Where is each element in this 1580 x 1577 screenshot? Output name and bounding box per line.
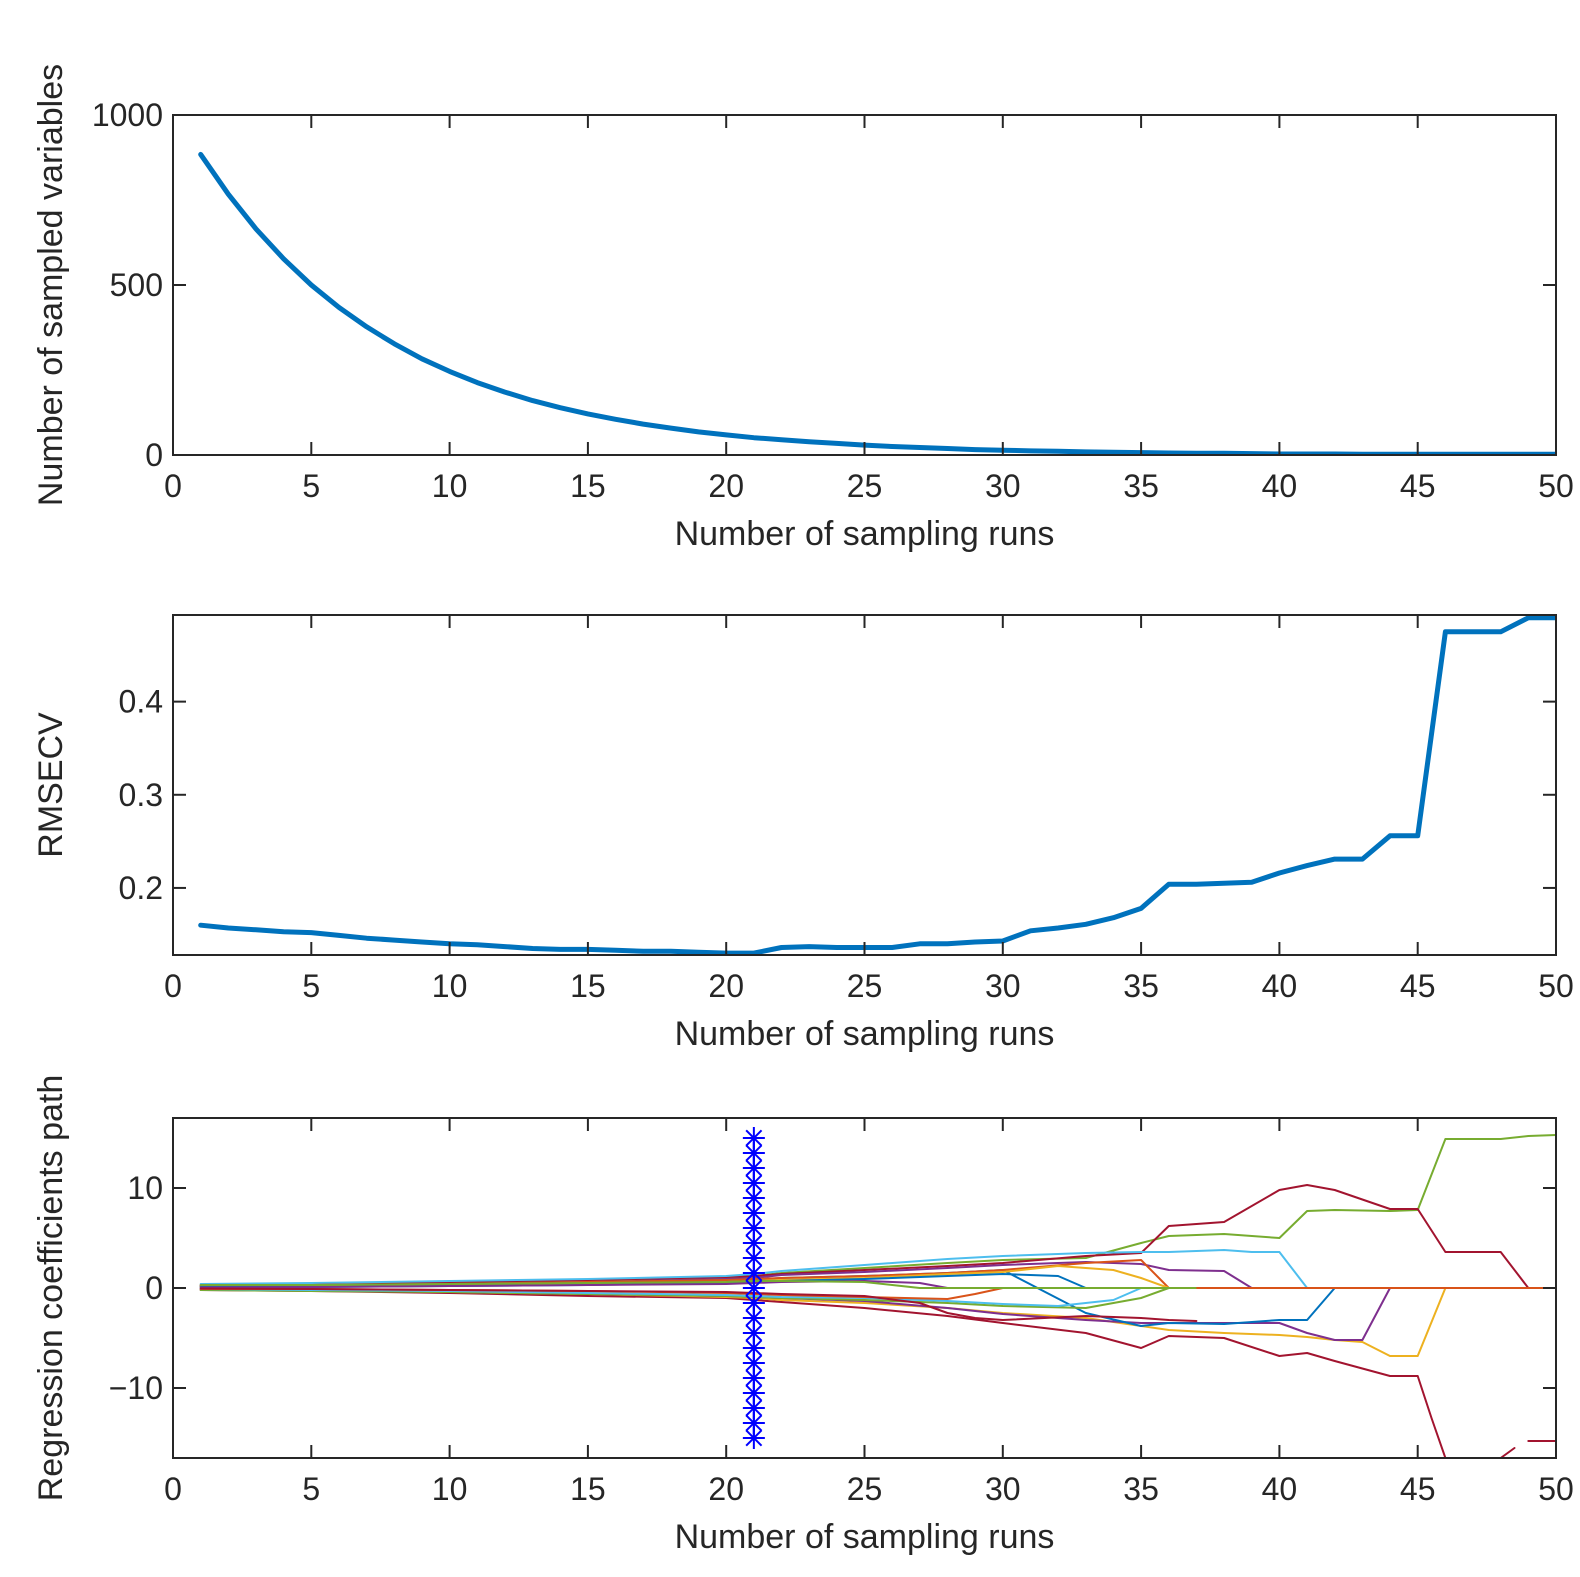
x-tick-label: 40 — [1262, 468, 1298, 504]
x-axis-label: Number of sampling runs — [675, 1518, 1055, 1556]
x-tick-label: 30 — [985, 1471, 1021, 1507]
y-tick-label: 500 — [110, 267, 163, 303]
x-tick-label: 10 — [432, 1471, 468, 1507]
x-tick-label: 25 — [847, 1471, 883, 1507]
y-tick-label: 1000 — [92, 97, 163, 133]
x-tick-label: 10 — [432, 968, 468, 1004]
x-tick-label: 20 — [708, 968, 744, 1004]
x-tick-label: 0 — [164, 1471, 182, 1507]
x-tick-label: 5 — [302, 1471, 320, 1507]
y-axis-label: Number of sampled variables — [32, 64, 70, 506]
y-axis-label: Regression coefficients path — [32, 1075, 70, 1502]
x-tick-label: 35 — [1123, 1471, 1159, 1507]
axes-box — [172, 114, 1557, 456]
x-tick-label: 35 — [1123, 968, 1159, 1004]
series-line-RMSECV — [198, 615, 1556, 955]
subplot-3: 0 5 10 15 20 25 30 35 40 45 50 −10 0 10 Number of samp… — [32, 1075, 1574, 1556]
x-axis-label: Number of sampling runs — [675, 515, 1055, 553]
x-tick-label: 30 — [985, 968, 1021, 1004]
subplot-2: 0 5 10 15 20 25 30 35 40 45 50 0.2 0.3 0.4 Number of s… — [32, 614, 1574, 1053]
y-axis-label: RMSECV — [32, 712, 70, 858]
series-line-coef-17 — [199, 1287, 1198, 1322]
x-tick-label: 20 — [708, 1471, 744, 1507]
y-tick-label: 0.2 — [119, 870, 163, 906]
axes-box — [172, 614, 1557, 956]
x-tick-label: 5 — [302, 968, 320, 1004]
x-tick-label: 50 — [1538, 968, 1574, 1004]
x-tick-label: 45 — [1400, 968, 1436, 1004]
x-tick-label: 5 — [302, 468, 320, 504]
x-tick-label: 50 — [1538, 1471, 1574, 1507]
x-tick-label: 15 — [570, 468, 606, 504]
x-axis-label: Number of sampling runs — [675, 1015, 1055, 1053]
series-line-coef-13 — [199, 1287, 1556, 1307]
plot-area — [199, 1134, 1556, 1458]
x-tick-label: 50 — [1538, 468, 1574, 504]
optimal-run-markers — [742, 1127, 765, 1449]
y-tick-label: 0.3 — [119, 777, 163, 813]
series-line-coef-3 — [199, 1289, 1516, 1458]
series-line-Number of sampled variables — [198, 151, 1556, 455]
x-tick-label: 25 — [847, 968, 883, 1004]
x-tick-label: 40 — [1262, 968, 1298, 1004]
plot-area — [198, 151, 1556, 455]
x-tick-label: 10 — [432, 468, 468, 504]
x-tick-label: 20 — [708, 468, 744, 504]
x-tick-label: 45 — [1400, 468, 1436, 504]
x-tick-label: 30 — [985, 468, 1021, 504]
x-tick-label: 35 — [1123, 468, 1159, 504]
y-tick-label: 0.4 — [119, 684, 163, 720]
x-tick-label: 45 — [1400, 1471, 1436, 1507]
plot-area — [198, 615, 1556, 955]
x-tick-label: 0 — [164, 468, 182, 504]
x-tick-label: 40 — [1262, 1471, 1298, 1507]
x-tick-label: 15 — [570, 1471, 606, 1507]
y-tick-label: 0 — [145, 437, 163, 473]
x-tick-label: 0 — [164, 968, 182, 1004]
x-tick-label: 15 — [570, 968, 606, 1004]
x-tick-label: 25 — [847, 468, 883, 504]
y-tick-label: −10 — [109, 1370, 163, 1406]
y-tick-label: 0 — [145, 1270, 163, 1306]
y-tick-label: 10 — [127, 1170, 163, 1206]
series-line-coef-6 — [199, 1287, 1556, 1341]
series-line-coef-2 — [199, 1184, 1556, 1289]
series-line-coef-7 — [199, 1249, 1556, 1289]
